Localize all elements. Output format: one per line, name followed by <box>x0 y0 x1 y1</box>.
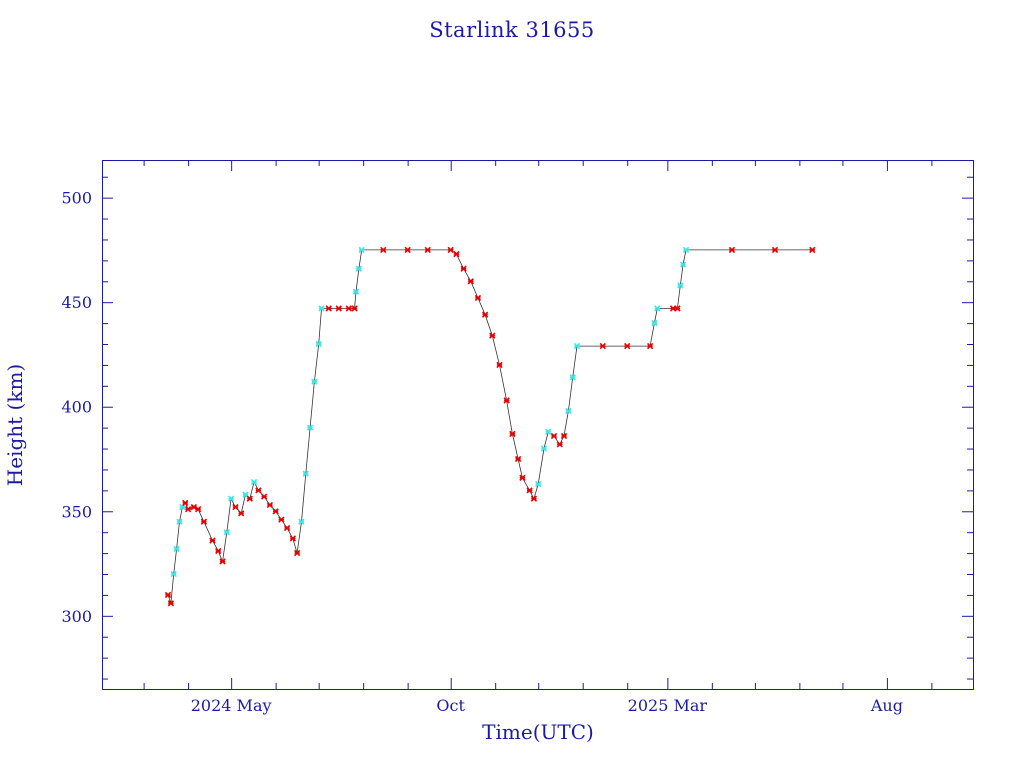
data-point <box>246 495 253 502</box>
data-point <box>351 305 358 312</box>
data-point <box>556 441 563 448</box>
data-point <box>223 529 231 536</box>
x-tick-label: Oct <box>436 696 465 715</box>
data-point <box>404 246 411 254</box>
y-tick-label: 450 <box>61 293 92 312</box>
x-axis-label: Time(UTC) <box>482 720 594 744</box>
data-point <box>424 246 431 254</box>
data-point <box>289 535 297 542</box>
data-point <box>560 432 568 440</box>
data-point <box>293 549 301 557</box>
data-point <box>530 495 538 502</box>
data-point <box>298 518 305 525</box>
y-axis-label: Height (km) <box>3 364 27 486</box>
data-point <box>306 424 314 431</box>
data-point <box>325 305 332 312</box>
data-point <box>358 246 365 254</box>
data-point <box>266 501 274 509</box>
data-point <box>674 305 681 312</box>
data-point <box>232 503 239 511</box>
data-point <box>182 499 189 507</box>
data-point <box>481 311 489 318</box>
data-point <box>176 518 183 525</box>
data-point <box>654 305 661 312</box>
data-point <box>173 545 180 553</box>
data-point <box>250 478 258 486</box>
data-point <box>352 288 360 295</box>
data-point <box>540 445 548 452</box>
data-point <box>565 407 572 415</box>
data-point <box>302 470 309 477</box>
data-point <box>489 332 496 339</box>
data-point <box>194 506 202 513</box>
data-point <box>335 305 342 312</box>
data-point <box>227 495 235 502</box>
axis-ticks <box>102 160 973 689</box>
data-point <box>679 261 687 268</box>
data-point <box>179 503 186 511</box>
data-point <box>167 600 175 607</box>
data-point <box>260 493 268 500</box>
data-point <box>599 342 606 350</box>
data-point <box>496 361 503 369</box>
y-tick-label: 350 <box>61 502 92 521</box>
data-point <box>526 487 533 494</box>
series-line <box>167 249 813 604</box>
chart-title: Starlink 31655 <box>429 18 595 42</box>
data-point <box>164 591 172 599</box>
data-point <box>646 342 654 350</box>
data-point <box>209 537 216 544</box>
data-point <box>447 246 454 254</box>
y-tick-label: 400 <box>61 398 92 417</box>
data-point <box>380 246 387 254</box>
data-point <box>569 374 576 381</box>
data-point <box>453 250 460 258</box>
data-point <box>503 397 510 404</box>
data-point <box>509 430 516 438</box>
data-point <box>355 265 363 272</box>
data-point <box>255 487 262 494</box>
data-point <box>170 570 177 578</box>
data-point <box>550 432 558 440</box>
data-point <box>514 455 522 463</box>
data-point <box>315 340 322 348</box>
data-point <box>272 508 279 515</box>
data-point <box>624 342 631 350</box>
data-point <box>728 246 736 254</box>
data-point <box>467 278 474 285</box>
y-tick-labels: 300 350 400 450 500 <box>61 189 92 626</box>
plot-frame <box>102 160 974 690</box>
data-point <box>311 378 318 385</box>
x-tick-labels: 2024 May Oct 2025 Mar Aug <box>191 696 903 715</box>
data-point <box>474 294 482 302</box>
x-tick-label: 2025 Mar <box>628 696 708 715</box>
data-point <box>677 282 684 289</box>
data-point <box>200 518 208 525</box>
x-tick-label: 2024 May <box>191 696 272 715</box>
data-point <box>219 558 226 565</box>
y-tick-label: 300 <box>61 607 92 626</box>
data-point <box>771 246 779 254</box>
y-tick-label: 500 <box>61 189 92 208</box>
x-tick-label: Aug <box>870 696 903 715</box>
data-point <box>535 480 542 488</box>
data-point <box>519 474 526 481</box>
data-point <box>460 265 467 272</box>
data-point <box>278 516 285 523</box>
data-point <box>238 510 245 517</box>
data-point <box>184 506 192 513</box>
data-point <box>283 524 291 532</box>
data-point <box>345 305 352 312</box>
data-series <box>164 246 816 607</box>
data-point <box>809 246 816 254</box>
data-point <box>318 305 325 312</box>
data-point <box>651 319 658 327</box>
data-point <box>682 246 690 254</box>
data-point <box>215 547 222 555</box>
data-point <box>573 342 581 350</box>
data-point <box>545 428 552 435</box>
